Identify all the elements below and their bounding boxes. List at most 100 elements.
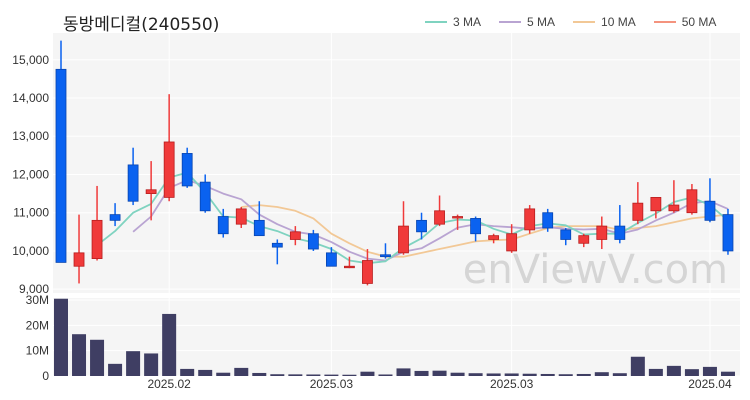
candle	[542, 208, 554, 232]
candlesticks	[55, 40, 734, 286]
candle	[163, 94, 175, 202]
candle-body	[650, 197, 662, 212]
candle-body	[127, 164, 139, 202]
volume-bar	[144, 353, 159, 376]
candle-body	[271, 242, 283, 248]
candle	[506, 224, 518, 253]
candle	[307, 229, 319, 251]
volume-bar	[504, 373, 519, 376]
volume-bar	[666, 365, 681, 376]
candle-body	[704, 200, 716, 221]
volume-bar	[108, 363, 123, 376]
candle	[452, 214, 463, 230]
legend-item-10ma[interactable]: 10 MA	[573, 15, 636, 29]
volume-bar	[648, 368, 663, 376]
candle-body	[289, 231, 301, 240]
volume-bar	[180, 368, 195, 376]
candle-body	[199, 181, 211, 212]
ma-10-line	[241, 204, 729, 258]
candle-body	[55, 68, 67, 263]
volume-bar	[486, 373, 501, 376]
candle-body	[362, 260, 373, 284]
legend-item-50ma[interactable]: 50 MA	[653, 15, 717, 29]
volume-bar	[468, 373, 483, 376]
volume-bar	[414, 370, 429, 376]
price-tick-label: 14,000	[12, 91, 49, 105]
candle-body	[253, 219, 265, 237]
volume-bar	[198, 369, 213, 376]
price-tick-label: 13,000	[12, 129, 49, 143]
date-tick-label: 2025.03	[490, 377, 534, 391]
candle-body	[470, 218, 482, 235]
candle-body	[380, 254, 391, 258]
candle	[596, 216, 608, 250]
candle	[181, 147, 193, 188]
candle	[416, 212, 427, 240]
candle	[380, 243, 391, 259]
candle	[253, 201, 265, 237]
volume-bar	[378, 374, 393, 376]
legend-label-50ma: 50 MA	[681, 15, 717, 29]
volume-bar	[216, 372, 231, 376]
candle-body	[434, 210, 445, 225]
volume-bars	[54, 298, 735, 376]
volume-bar	[324, 374, 339, 376]
candle-body	[73, 252, 85, 267]
candle-body	[344, 265, 355, 269]
candle-body	[145, 189, 157, 194]
candle	[55, 40, 67, 263]
candle	[524, 205, 536, 234]
candle	[578, 233, 590, 248]
candle	[398, 201, 409, 255]
price-tick-label: 12,000	[12, 167, 49, 181]
legend-label-3ma: 3 MA	[453, 15, 482, 29]
candle	[686, 184, 698, 215]
volume-bar	[252, 372, 267, 376]
candle	[127, 147, 139, 206]
candle	[362, 249, 373, 286]
volume-bar	[234, 367, 249, 376]
volume-bar	[432, 370, 447, 376]
volume-bar	[702, 366, 717, 376]
candle-body	[398, 225, 409, 254]
candle-body	[109, 214, 121, 221]
volume-bar	[450, 372, 465, 376]
candle-body	[235, 208, 247, 225]
chart-legend: 3 MA 5 MA 10 MA 50 MA	[425, 15, 734, 29]
volume-tick-label: 20M	[26, 318, 49, 332]
volume-bar	[630, 356, 645, 376]
legend-swatch-10ma	[573, 21, 596, 23]
legend-label-10ma: 10 MA	[601, 15, 636, 29]
legend-item-5ma[interactable]: 5 MA	[499, 15, 555, 29]
volume-bar	[360, 371, 375, 376]
candle	[668, 180, 680, 213]
candle-body	[560, 229, 572, 240]
candle-body	[217, 216, 229, 235]
date-tick-label: 2025.03	[310, 377, 354, 391]
candle	[199, 174, 211, 213]
candle	[325, 247, 337, 267]
candle	[109, 203, 121, 227]
candle-body	[181, 153, 193, 187]
candle	[73, 214, 85, 284]
volume-bar	[90, 339, 105, 376]
volume-bar	[54, 298, 68, 376]
legend-swatch-3ma	[425, 21, 447, 23]
legend-item-3ma[interactable]: 3 MA	[425, 15, 481, 29]
axis-labels: 9,000 10,000 11,000 12,000 13,000 14,000 15,00…	[12, 53, 732, 391]
volume-bar	[612, 373, 627, 376]
candle	[488, 233, 500, 244]
candle	[614, 205, 626, 244]
candle	[434, 195, 445, 227]
price-tick-label: 11,000	[13, 206, 49, 220]
volume-bar	[126, 351, 141, 376]
candle-body	[542, 212, 554, 229]
candle	[344, 256, 355, 269]
candle	[632, 182, 644, 225]
candle-body	[506, 233, 518, 252]
volume-bar	[720, 371, 735, 376]
candle	[560, 228, 572, 246]
volume-tick-label: 0	[42, 369, 49, 383]
candle-body	[488, 235, 500, 240]
